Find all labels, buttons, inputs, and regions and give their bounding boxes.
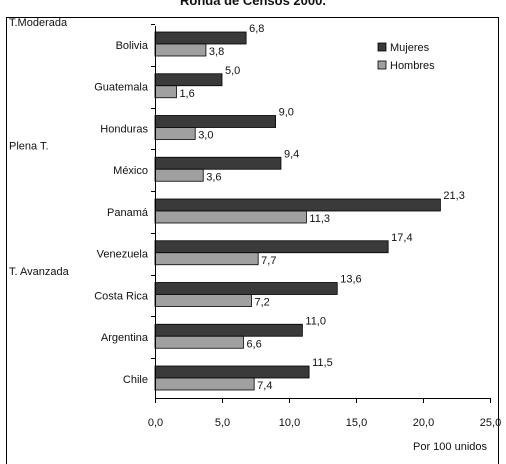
data-label: 7,4 bbox=[257, 380, 272, 392]
category-label: Bolivia bbox=[116, 40, 149, 52]
group-label: T. Avanzada bbox=[9, 266, 70, 278]
x-axis-label: Por 100 unidos bbox=[413, 441, 487, 453]
data-label: 1,6 bbox=[179, 88, 194, 100]
category-label: Costa Rica bbox=[94, 290, 149, 302]
bar-hombres bbox=[154, 168, 204, 182]
x-tick-label: 0,0 bbox=[148, 417, 163, 429]
bar-hombres bbox=[154, 294, 252, 307]
data-label: 9,0 bbox=[279, 107, 294, 119]
legend-swatch-mujeres bbox=[377, 42, 387, 52]
data-label: 11,0 bbox=[305, 315, 326, 327]
x-tick-label: 5,0 bbox=[215, 417, 230, 429]
bar-mujeres bbox=[154, 156, 282, 170]
x-tick-label: 10,0 bbox=[279, 417, 300, 429]
legend-label-hombres: Hombres bbox=[390, 60, 435, 72]
bar-mujeres bbox=[154, 115, 276, 128]
bar-mujeres bbox=[154, 198, 441, 212]
bar-hombres bbox=[154, 335, 244, 349]
bar-hombres bbox=[154, 85, 177, 99]
category-label: Chile bbox=[123, 374, 148, 386]
group-label: Plena T. bbox=[9, 141, 49, 153]
data-label: 5,0 bbox=[225, 65, 240, 77]
data-label: 17,4 bbox=[391, 232, 412, 244]
x-tick-label: 20,0 bbox=[413, 417, 434, 429]
bar-hombres bbox=[154, 127, 196, 140]
chart-frame bbox=[6, 17, 499, 464]
data-label: 9,4 bbox=[284, 148, 299, 160]
bar-mujeres bbox=[154, 31, 247, 45]
data-label: 21,3 bbox=[443, 190, 464, 202]
data-label: 7,2 bbox=[254, 297, 269, 309]
category-label: Guatemala bbox=[94, 82, 149, 94]
data-label: 7,7 bbox=[261, 255, 276, 267]
x-axis: 0,0 5,0 10,0 15,0 20,0 25,0 Por 100 unidos bbox=[148, 24, 501, 453]
data-label: 11,5 bbox=[312, 357, 333, 369]
category-label: Venezuela bbox=[97, 249, 149, 261]
bar-mujeres bbox=[154, 323, 303, 337]
legend-swatch-hombres bbox=[377, 60, 387, 70]
bar-hombres bbox=[154, 377, 255, 391]
bar-mujeres bbox=[154, 240, 389, 254]
bar-hombres bbox=[154, 210, 307, 224]
data-label: 11,3 bbox=[309, 213, 330, 225]
legend: Mujeres Hombres bbox=[377, 42, 435, 72]
bar-mujeres bbox=[154, 365, 310, 379]
x-tick-label: 15,0 bbox=[346, 417, 367, 429]
data-label: 3,8 bbox=[209, 46, 224, 58]
data-label: 13,6 bbox=[340, 274, 361, 286]
category-label: Argentina bbox=[101, 332, 149, 344]
group-label: T.Moderada bbox=[9, 17, 68, 29]
category-label: Honduras bbox=[100, 123, 148, 135]
chart-title: Ronda de Censos 2000. bbox=[180, 0, 326, 8]
category-label: México bbox=[113, 165, 148, 177]
labels-layer: Bolivia 6,8 3,8 Guatemala 5,0 1,6 Honduras 9,0 3… bbox=[9, 17, 465, 392]
bar-hombres bbox=[154, 43, 207, 57]
x-tick-label: 25,0 bbox=[480, 417, 501, 429]
bar-hombres bbox=[154, 252, 259, 266]
data-label: 3,0 bbox=[198, 130, 213, 142]
bar-mujeres bbox=[154, 73, 223, 87]
category-label: Panamá bbox=[107, 207, 149, 219]
legend-label-mujeres: Mujeres bbox=[390, 42, 430, 54]
bar-mujeres bbox=[154, 282, 338, 295]
data-label: 3,6 bbox=[206, 171, 221, 183]
data-label: 6,6 bbox=[246, 338, 261, 350]
data-label: 6,8 bbox=[249, 23, 264, 35]
bars-layer bbox=[154, 31, 441, 391]
